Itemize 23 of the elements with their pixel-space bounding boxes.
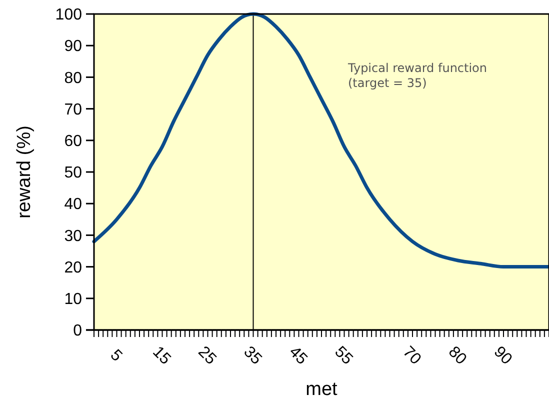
y-tick-label: 0	[73, 322, 82, 340]
y-tick-label: 100	[55, 6, 82, 24]
x-tick-label: 70	[399, 343, 424, 368]
y-tick-label: 50	[64, 164, 82, 182]
y-tick-label: 90	[64, 38, 82, 56]
y-tick-label: 60	[64, 133, 82, 150]
y-tick-label: 20	[64, 259, 82, 276]
annotation: Typical reward function (target = 35)	[347, 61, 488, 90]
x-axis-title: met	[306, 379, 338, 400]
y-tick-label: 80	[64, 70, 82, 87]
x-tick-label: 35	[240, 343, 265, 368]
x-tick-label: 55	[331, 343, 356, 368]
x-tick-label: 45	[286, 343, 310, 368]
x-tick-label: 80	[444, 343, 470, 368]
y-tick-label: 70	[64, 101, 82, 118]
y-tick-label: 10	[64, 291, 82, 308]
x-tick-label: 5	[106, 346, 126, 366]
y-axis-title: reward (%)	[14, 126, 35, 218]
y-tick-label: 30	[64, 228, 82, 245]
x-tick-label: 25	[194, 343, 220, 368]
x-tick-label: 15	[149, 343, 174, 368]
y-tick-label: 40	[64, 196, 82, 214]
x-tick-label: 90	[490, 343, 516, 368]
